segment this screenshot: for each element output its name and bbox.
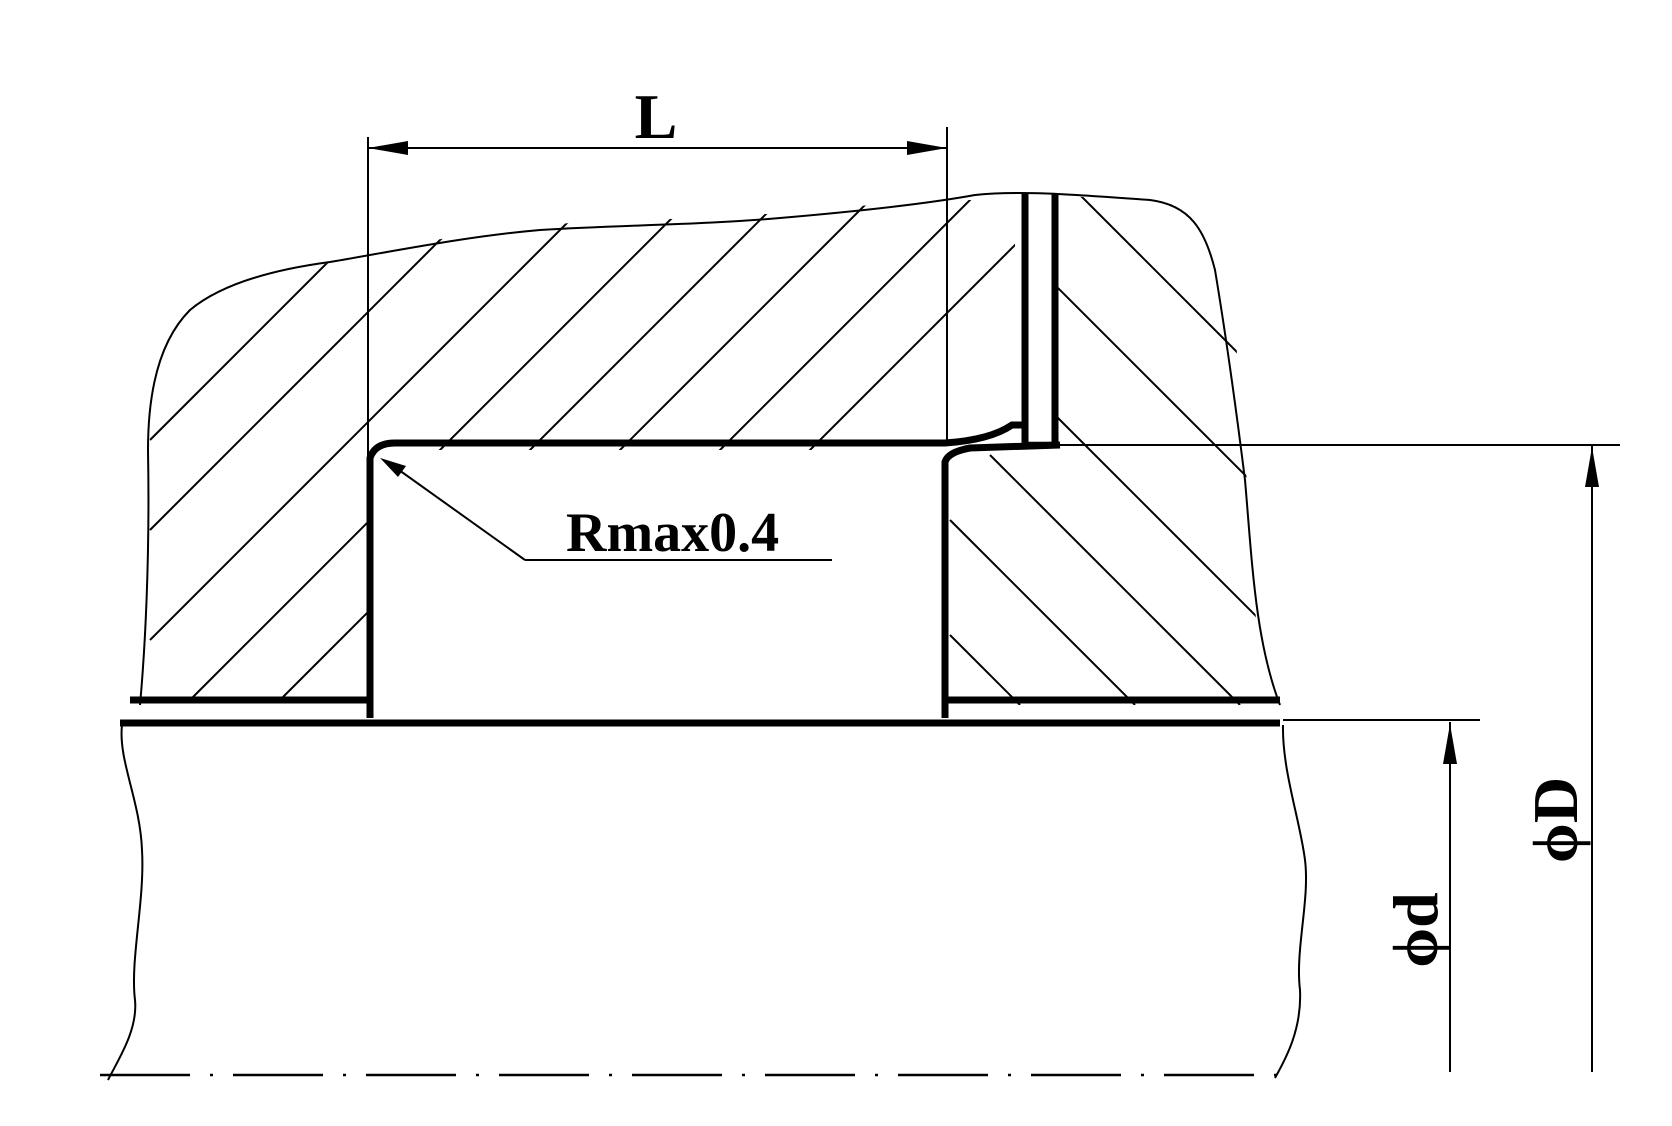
- roughness-leader: [391, 464, 526, 561]
- groove-right-wall: [941, 441, 1061, 718]
- shaft-left-break-line: [107, 724, 144, 1081]
- dim-l-arrow-left: [368, 141, 408, 155]
- roughness-leader-arrow: [380, 458, 406, 477]
- dim-D-label: ϕD: [1520, 777, 1591, 863]
- housing-break-line: [139, 191, 1281, 706]
- dim-l-label: L: [635, 81, 678, 152]
- dim-d-arrow: [1443, 724, 1457, 764]
- dim-D-arrow: [1585, 447, 1599, 487]
- dim-l-arrow-right: [907, 141, 947, 155]
- hatch-housing-right: [949, 196, 1270, 705]
- shaft-right-break-line: [1274, 724, 1308, 1079]
- groove-outline: [366, 421, 1025, 718]
- roughness-label: Rmax0.4: [566, 502, 779, 564]
- dim-d-label: ϕd: [1380, 892, 1451, 968]
